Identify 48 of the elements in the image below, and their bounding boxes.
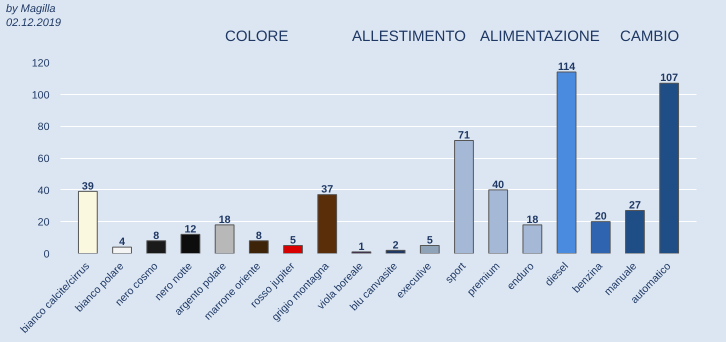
bar <box>386 250 406 254</box>
bar <box>454 140 474 254</box>
bar <box>659 82 680 254</box>
data-label: 18 <box>526 214 538 226</box>
y-tick-label: 60 <box>38 153 50 165</box>
data-label: 20 <box>594 210 607 223</box>
text: 02.12.2019 <box>6 16 62 31</box>
data-label: 37 <box>321 184 334 196</box>
data-label: 1 <box>358 240 364 253</box>
bar <box>420 245 440 254</box>
bar <box>590 221 611 254</box>
text: ALLESTIMENTO <box>352 27 466 47</box>
data-label: 107 <box>660 72 678 84</box>
data-label: 12 <box>184 223 196 236</box>
y-tick-label: 40 <box>38 184 50 197</box>
data-label: 27 <box>629 200 641 212</box>
data-label: 4 <box>119 236 126 248</box>
data-label: 5 <box>290 234 296 247</box>
data-label: 5 <box>426 234 433 247</box>
bar <box>625 210 645 254</box>
bar <box>180 234 200 254</box>
data-label: 8 <box>153 230 160 242</box>
bar <box>248 240 269 254</box>
data-label: 18 <box>218 214 231 226</box>
bar <box>112 246 132 254</box>
data-label: 2 <box>392 239 399 252</box>
bar <box>214 224 235 254</box>
text: by Magilla <box>6 2 56 17</box>
bar <box>283 245 303 254</box>
bar <box>522 224 542 254</box>
bar <box>317 194 338 254</box>
text: COLORE <box>225 27 288 47</box>
y-tick-label: 20 <box>38 216 50 229</box>
data-label: 8 <box>256 230 262 242</box>
y-tick-label: 0 <box>44 248 50 260</box>
bar <box>146 240 166 254</box>
data-label: 71 <box>458 129 470 142</box>
bar <box>78 190 98 254</box>
data-label: 114 <box>558 61 576 74</box>
bar <box>556 72 576 254</box>
text: CAMBIO <box>620 27 680 47</box>
y-tick-label: 80 <box>38 121 50 134</box>
text: ALIMENTAZIONE <box>480 27 600 47</box>
data-label: 39 <box>82 180 94 192</box>
y-tick-label: 120 <box>32 58 50 70</box>
bar <box>488 189 508 254</box>
y-tick-label: 100 <box>32 89 50 102</box>
data-label: 40 <box>492 178 504 191</box>
